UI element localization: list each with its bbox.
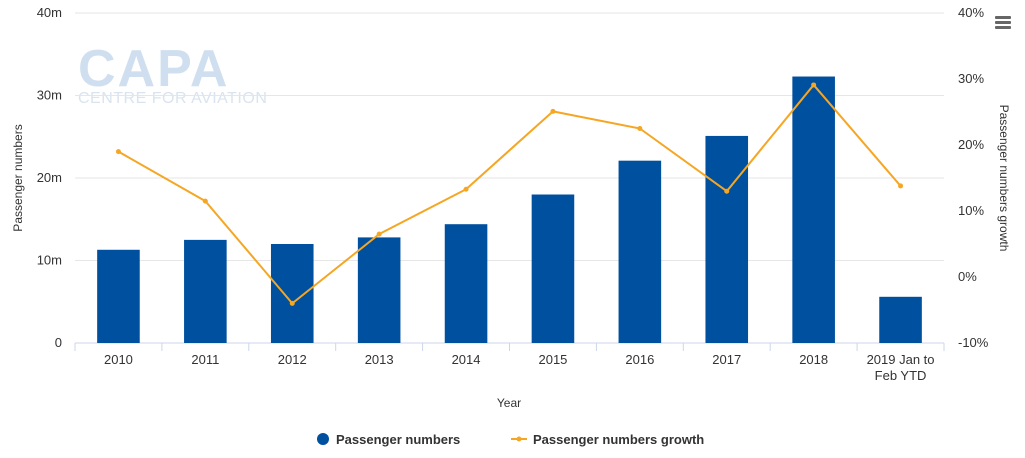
x-tick-label: 2016	[625, 352, 654, 367]
growth-point	[898, 183, 904, 189]
growth-point	[115, 149, 121, 155]
bar	[792, 76, 835, 344]
growth-point	[724, 188, 730, 194]
growth-point	[637, 126, 643, 131]
bar-series	[97, 76, 922, 344]
x-tick-label: 2019 Jan to	[867, 352, 935, 367]
x-tick-label: 2015	[538, 352, 567, 367]
line-series	[115, 82, 904, 306]
x-tick-label: 2018	[799, 352, 828, 367]
growth-point	[463, 186, 469, 192]
legend-bar-marker	[317, 433, 329, 445]
y2-tick-label: -10%	[958, 335, 989, 350]
x-tick-label: 2012	[278, 352, 307, 367]
y2-tick-label: 20%	[958, 137, 984, 152]
y-tick-label: 20m	[37, 170, 62, 185]
bar	[270, 244, 314, 343]
x-tick-label: 2011	[191, 352, 219, 367]
bar	[184, 239, 227, 343]
watermark-tagline: CENTRE FOR AVIATION	[78, 90, 267, 107]
y-tick-label: 40m	[37, 5, 62, 20]
bar	[97, 249, 140, 343]
growth-point	[811, 82, 817, 88]
bar	[531, 194, 575, 343]
x-tick-label: 2017	[712, 352, 741, 367]
y2-tick-label: 30%	[958, 71, 984, 86]
bar	[618, 160, 662, 343]
y2-tick-label: 10%	[958, 203, 984, 218]
left-axis-ticks: 0 10m 20m 30m 40m	[37, 5, 62, 350]
capa-watermark: CAPA CENTRE FOR AVIATION	[78, 40, 267, 107]
x-tick-label: 2013	[365, 352, 394, 367]
growth-point	[289, 300, 295, 306]
legend: Passenger numbers Passenger numbers growt…	[317, 432, 704, 447]
hamburger-menu-icon[interactable]	[992, 14, 1014, 36]
y-axis-title: Passenger numbers	[11, 124, 25, 231]
legend-line-dot	[516, 436, 522, 442]
bar	[705, 135, 749, 343]
x-axis-title: Year	[497, 396, 521, 410]
growth-point	[202, 198, 208, 204]
y2-tick-label: 0%	[958, 269, 977, 284]
bar	[444, 224, 488, 343]
x-tick-label: 2010	[104, 352, 133, 367]
growth-line	[117, 83, 902, 305]
growth-point	[376, 231, 382, 237]
y2-axis-title: Passenger numbers growth	[997, 105, 1011, 252]
right-axis-ticks: -10% 0% 10% 20% 30% 40%	[958, 5, 989, 350]
x-tick-label: Feb YTD	[875, 368, 927, 383]
x-tick-label: 2014	[452, 352, 481, 367]
y-tick-label: 30m	[37, 88, 62, 103]
legend-bar-label: Passenger numbers	[336, 432, 460, 447]
watermark-brand: CAPA	[78, 40, 229, 98]
y-tick-label: 10m	[37, 253, 62, 268]
y2-tick-label: 40%	[958, 5, 984, 20]
bar	[357, 237, 401, 343]
bar	[879, 296, 922, 343]
growth-point	[550, 108, 556, 114]
y-tick-label: 0	[55, 335, 62, 350]
x-axis-ticks: 2010 2011 2012 2013 2014 2015 2016 2017 2018 2019…	[74, 343, 945, 383]
legend-line-label: Passenger numbers growth	[533, 432, 704, 447]
